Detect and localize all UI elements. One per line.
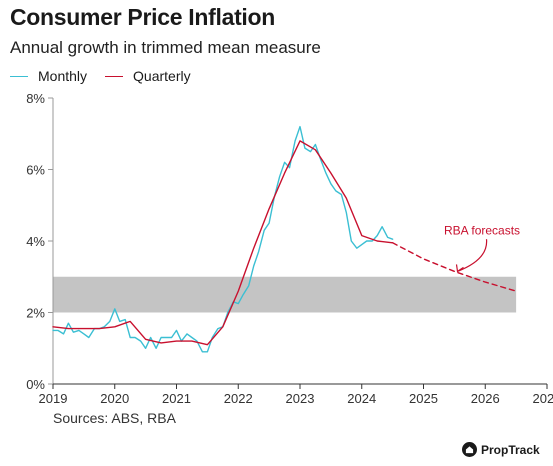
brand-name: PropTrack: [481, 442, 540, 457]
legend-swatch-quarterly: [105, 75, 124, 77]
legend-label-quarterly: Quarterly: [133, 68, 191, 84]
chart-subtitle: Annual growth in trimmed mean measure: [10, 38, 321, 57]
y-tick-label: 0%: [26, 377, 45, 392]
annotation-arrowhead: [455, 264, 464, 273]
x-tick-label: 2019: [39, 391, 68, 406]
legend-item-quarterly: Quarterly: [105, 68, 191, 84]
x-tick-label: 2026: [471, 391, 500, 406]
x-tick-label: 2027: [533, 391, 553, 406]
y-tick-label: 4%: [26, 234, 45, 249]
y-tick-label: 6%: [26, 163, 45, 178]
brand-logo: PropTrack: [462, 442, 540, 457]
annotation-arrow: [457, 239, 488, 272]
series-line-rba-forecasts: [391, 242, 517, 292]
annotation-label: RBA forecasts: [444, 223, 520, 237]
target-band: [53, 276, 517, 313]
x-tick-label: 2022: [224, 391, 253, 406]
y-tick-label: 8%: [26, 91, 45, 106]
x-tick-label: 2023: [286, 391, 315, 406]
legend-label-monthly: Monthly: [38, 68, 88, 84]
x-tick-label: 2025: [409, 391, 438, 406]
legend: Monthly Quarterly: [10, 68, 209, 84]
x-tick-label: 2024: [347, 391, 376, 406]
legend-item-monthly: Monthly: [10, 68, 87, 84]
series-line-monthly: [52, 125, 394, 353]
chart-title: Consumer Price Inflation: [10, 4, 276, 30]
legend-swatch-monthly: [10, 75, 28, 77]
source-note: Sources: ABS, RBA: [53, 410, 176, 426]
x-tick-label: 2020: [100, 391, 129, 406]
house-icon: [462, 442, 477, 457]
series-line-quarterly: [52, 140, 394, 346]
y-tick-label: 2%: [26, 306, 45, 321]
x-tick-label: 2021: [162, 391, 191, 406]
